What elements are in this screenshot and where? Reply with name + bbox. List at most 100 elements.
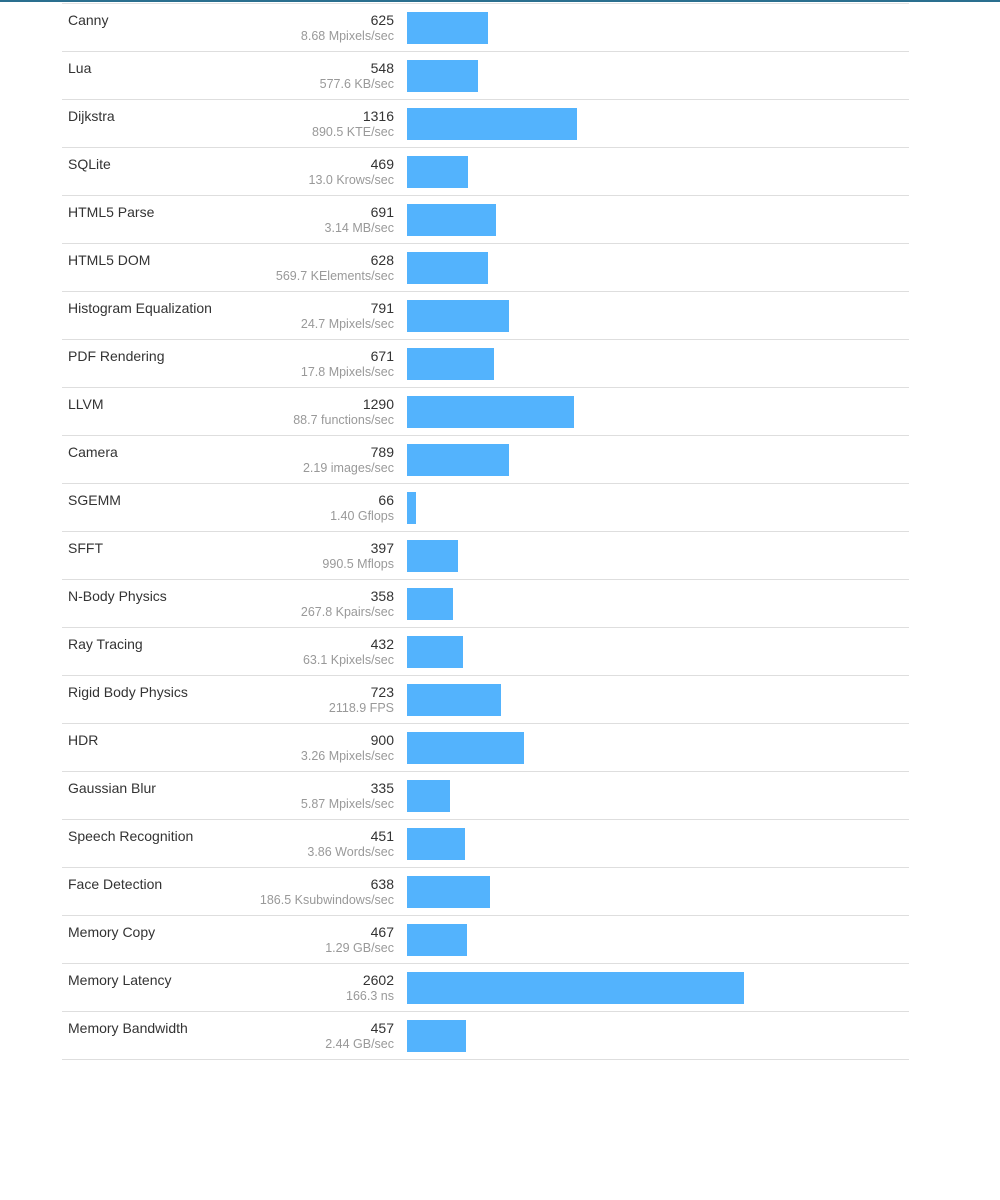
score-bar bbox=[407, 1020, 466, 1052]
score-bar bbox=[407, 444, 509, 476]
benchmark-score: 467 bbox=[370, 924, 394, 940]
benchmark-rate: 186.5 Ksubwindows/sec bbox=[259, 893, 394, 907]
benchmark-rate: 3.86 Words/sec bbox=[307, 845, 394, 859]
benchmark-rate: 88.7 functions/sec bbox=[293, 413, 394, 427]
score-bar bbox=[407, 396, 574, 428]
benchmark-rate: 8.68 Mpixels/sec bbox=[300, 29, 394, 43]
score-bar bbox=[407, 12, 488, 44]
benchmark-rate: 1.29 GB/sec bbox=[325, 941, 394, 955]
score-bar bbox=[407, 780, 450, 812]
benchmark-rate: 166.3 ns bbox=[346, 989, 394, 1003]
benchmark-name: Lua bbox=[68, 60, 92, 76]
benchmark-score: 548 bbox=[370, 60, 394, 76]
benchmark-rate: 2118.9 FPS bbox=[328, 701, 394, 715]
score-bar bbox=[407, 636, 463, 668]
score-bar bbox=[407, 108, 577, 140]
benchmark-score: 358 bbox=[370, 588, 394, 604]
benchmark-row: Memory Copy 467 1.29 GB/sec bbox=[62, 916, 909, 964]
benchmark-score: 638 bbox=[370, 876, 394, 892]
benchmark-score: 469 bbox=[370, 156, 394, 172]
benchmark-row: HDR 900 3.26 Mpixels/sec bbox=[62, 724, 909, 772]
benchmark-row: Memory Bandwidth 457 2.44 GB/sec bbox=[62, 1012, 909, 1060]
benchmark-score: 691 bbox=[370, 204, 394, 220]
score-bar bbox=[407, 156, 468, 188]
score-bar bbox=[407, 876, 490, 908]
top-accent-line bbox=[0, 0, 1000, 2]
benchmark-name: Camera bbox=[68, 444, 118, 460]
benchmark-name: SGEMM bbox=[68, 492, 121, 508]
benchmark-row: Gaussian Blur 335 5.87 Mpixels/sec bbox=[62, 772, 909, 820]
benchmark-rate: 569.7 KElements/sec bbox=[275, 269, 394, 283]
score-bar bbox=[407, 972, 744, 1004]
benchmark-rate: 24.7 Mpixels/sec bbox=[300, 317, 394, 331]
benchmark-name: Rigid Body Physics bbox=[68, 684, 188, 700]
benchmark-name: SQLite bbox=[68, 156, 111, 172]
benchmark-rate: 13.0 Krows/sec bbox=[308, 173, 394, 187]
benchmark-name: Memory Bandwidth bbox=[68, 1020, 188, 1036]
benchmark-row: PDF Rendering 671 17.8 Mpixels/sec bbox=[62, 340, 909, 388]
benchmark-row: Face Detection 638 186.5 Ksubwindows/sec bbox=[62, 868, 909, 916]
benchmark-table: Canny 625 8.68 Mpixels/sec Lua 548 577.6 KB/s… bbox=[62, 3, 909, 1060]
score-bar bbox=[407, 684, 501, 716]
benchmark-name: N-Body Physics bbox=[68, 588, 167, 604]
benchmark-name: Speech Recognition bbox=[68, 828, 194, 844]
benchmark-score: 457 bbox=[370, 1020, 394, 1036]
benchmark-score: 789 bbox=[370, 444, 394, 460]
benchmark-row: Camera 789 2.19 images/sec bbox=[62, 436, 909, 484]
score-bar bbox=[407, 828, 465, 860]
benchmark-name: HTML5 DOM bbox=[68, 252, 151, 268]
benchmark-row: N-Body Physics 358 267.8 Kpairs/sec bbox=[62, 580, 909, 628]
benchmark-score: 625 bbox=[370, 12, 394, 28]
benchmark-row: Memory Latency 2602 166.3 ns bbox=[62, 964, 909, 1012]
benchmark-score: 432 bbox=[370, 636, 394, 652]
benchmark-name: Memory Latency bbox=[68, 972, 172, 988]
benchmark-score: 791 bbox=[370, 300, 394, 316]
benchmark-score: 1316 bbox=[362, 108, 394, 124]
benchmark-rate: 267.8 Kpairs/sec bbox=[300, 605, 394, 619]
benchmark-row: Histogram Equalization 791 24.7 Mpixels/se… bbox=[62, 292, 909, 340]
benchmark-name: Histogram Equalization bbox=[68, 300, 212, 316]
benchmark-rate: 1.40 Gflops bbox=[330, 509, 394, 523]
benchmark-name: Face Detection bbox=[68, 876, 163, 892]
score-bar bbox=[407, 252, 488, 284]
score-bar bbox=[407, 60, 478, 92]
benchmark-rate: 890.5 KTE/sec bbox=[312, 125, 394, 139]
benchmark-score: 451 bbox=[370, 828, 394, 844]
benchmark-rate: 2.19 images/sec bbox=[302, 461, 394, 475]
benchmark-score: 723 bbox=[370, 684, 394, 700]
score-bar bbox=[407, 924, 467, 956]
score-bar bbox=[407, 732, 524, 764]
benchmark-rate: 577.6 KB/sec bbox=[319, 77, 394, 91]
benchmark-rate: 17.8 Mpixels/sec bbox=[300, 365, 394, 379]
benchmark-rate: 3.14 MB/sec bbox=[324, 221, 394, 235]
score-bar bbox=[407, 540, 458, 572]
benchmark-row: Rigid Body Physics 723 2118.9 FPS bbox=[62, 676, 909, 724]
benchmark-name: SFFT bbox=[68, 540, 103, 556]
benchmark-name: Canny bbox=[68, 12, 109, 28]
benchmark-score: 397 bbox=[370, 540, 394, 556]
benchmark-row: LLVM 1290 88.7 functions/sec bbox=[62, 388, 909, 436]
benchmark-name: LLVM bbox=[68, 396, 104, 412]
benchmark-row: SQLite 469 13.0 Krows/sec bbox=[62, 148, 909, 196]
benchmark-rate: 2.44 GB/sec bbox=[325, 1037, 394, 1051]
score-bar bbox=[407, 492, 416, 524]
benchmark-name: Gaussian Blur bbox=[68, 780, 156, 796]
benchmark-score: 628 bbox=[370, 252, 394, 268]
benchmark-row: HTML5 Parse 691 3.14 MB/sec bbox=[62, 196, 909, 244]
benchmark-rate: 990.5 Mflops bbox=[322, 557, 394, 571]
benchmark-row: HTML5 DOM 628 569.7 KElements/sec bbox=[62, 244, 909, 292]
benchmark-row: Lua 548 577.6 KB/sec bbox=[62, 52, 909, 100]
benchmark-score: 900 bbox=[370, 732, 394, 748]
benchmark-row: SFFT 397 990.5 Mflops bbox=[62, 532, 909, 580]
benchmark-rate: 63.1 Kpixels/sec bbox=[302, 653, 394, 667]
benchmark-row: Speech Recognition 451 3.86 Words/sec bbox=[62, 820, 909, 868]
score-bar bbox=[407, 588, 453, 620]
benchmark-score: 2602 bbox=[362, 972, 394, 988]
score-bar bbox=[407, 348, 494, 380]
benchmark-score: 671 bbox=[370, 348, 394, 364]
benchmark-name: HDR bbox=[68, 732, 99, 748]
benchmark-rate: 3.26 Mpixels/sec bbox=[300, 749, 394, 763]
benchmark-name: Memory Copy bbox=[68, 924, 156, 940]
benchmark-name: PDF Rendering bbox=[68, 348, 165, 364]
benchmark-row: SGEMM 66 1.40 Gflops bbox=[62, 484, 909, 532]
